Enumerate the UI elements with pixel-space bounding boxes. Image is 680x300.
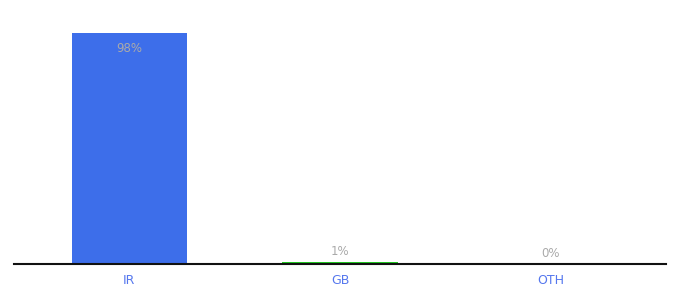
Text: 0%: 0% — [541, 248, 560, 260]
Text: 1%: 1% — [330, 245, 350, 258]
Bar — [282, 262, 398, 264]
Text: 98%: 98% — [116, 42, 142, 55]
Bar — [71, 33, 187, 264]
